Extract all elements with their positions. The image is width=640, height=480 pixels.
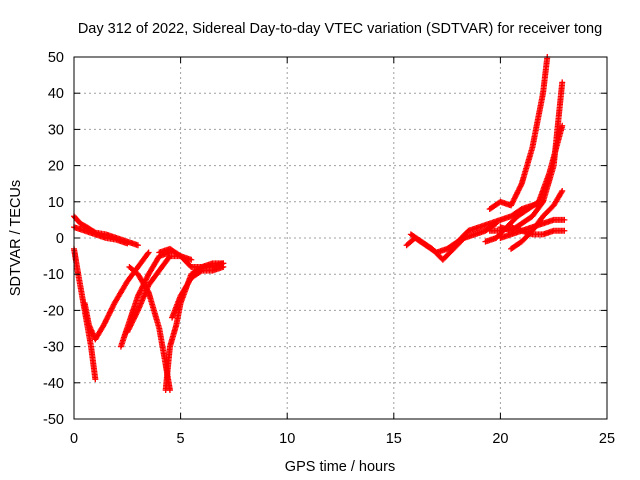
data-point [124, 240, 131, 247]
y-axis-label: SDTVAR / TECUs [8, 180, 24, 296]
data-point [144, 250, 151, 257]
x-tick-label: 25 [599, 431, 615, 447]
data-point [558, 189, 565, 196]
series-arc-18 [486, 224, 568, 238]
data-point [561, 216, 568, 223]
data-point [559, 122, 566, 129]
y-tick-label: 40 [48, 86, 64, 102]
data-points [71, 54, 568, 394]
y-tick-label: 10 [48, 195, 64, 211]
data-point [92, 376, 99, 383]
data-point [559, 79, 566, 86]
series-arc-2 [71, 224, 131, 247]
series-arc-5 [117, 249, 173, 350]
x-tick-label: 0 [70, 431, 78, 447]
chart-title: Day 312 of 2022, Sidereal Day-to-day VTE… [78, 21, 602, 37]
y-tick-label: -30 [43, 340, 64, 356]
data-point [144, 288, 151, 295]
axis-ticks: 0 5 10 15 20 25 -50 -40 -30 -20 -10 0 10 20 30 40 50 [43, 50, 615, 447]
x-tick-label: 15 [386, 431, 402, 447]
y-tick-label: -40 [43, 376, 64, 392]
data-point [188, 256, 195, 263]
y-tick-label: 20 [48, 159, 64, 175]
grid-lines [74, 57, 607, 419]
y-tick-label: 30 [48, 122, 64, 138]
y-tick-label: -50 [43, 412, 64, 428]
data-point [134, 242, 141, 249]
y-tick-label: 50 [48, 50, 64, 66]
data-point [559, 187, 566, 194]
series-arc-6 [124, 253, 195, 336]
x-tick-label: 20 [492, 431, 508, 447]
series-arc-13 [486, 54, 551, 213]
series-arc-4 [81, 249, 152, 343]
series-arc-10 [169, 263, 227, 321]
series-arc-17 [497, 216, 568, 241]
y-tick-label: 0 [56, 231, 64, 247]
data-point [491, 221, 498, 228]
y-tick-label: -20 [43, 303, 64, 319]
y-tick-label: -10 [43, 267, 64, 283]
data-point [220, 263, 227, 270]
series-arc-9 [156, 245, 227, 270]
x-tick-label: 10 [279, 431, 295, 447]
data-point [493, 220, 500, 227]
x-axis-label: GPS time / hours [285, 459, 395, 475]
data-point [145, 249, 152, 256]
x-tick-label: 5 [177, 431, 185, 447]
data-point [561, 227, 568, 234]
series-arc-15 [482, 122, 566, 245]
data-point [197, 268, 204, 275]
